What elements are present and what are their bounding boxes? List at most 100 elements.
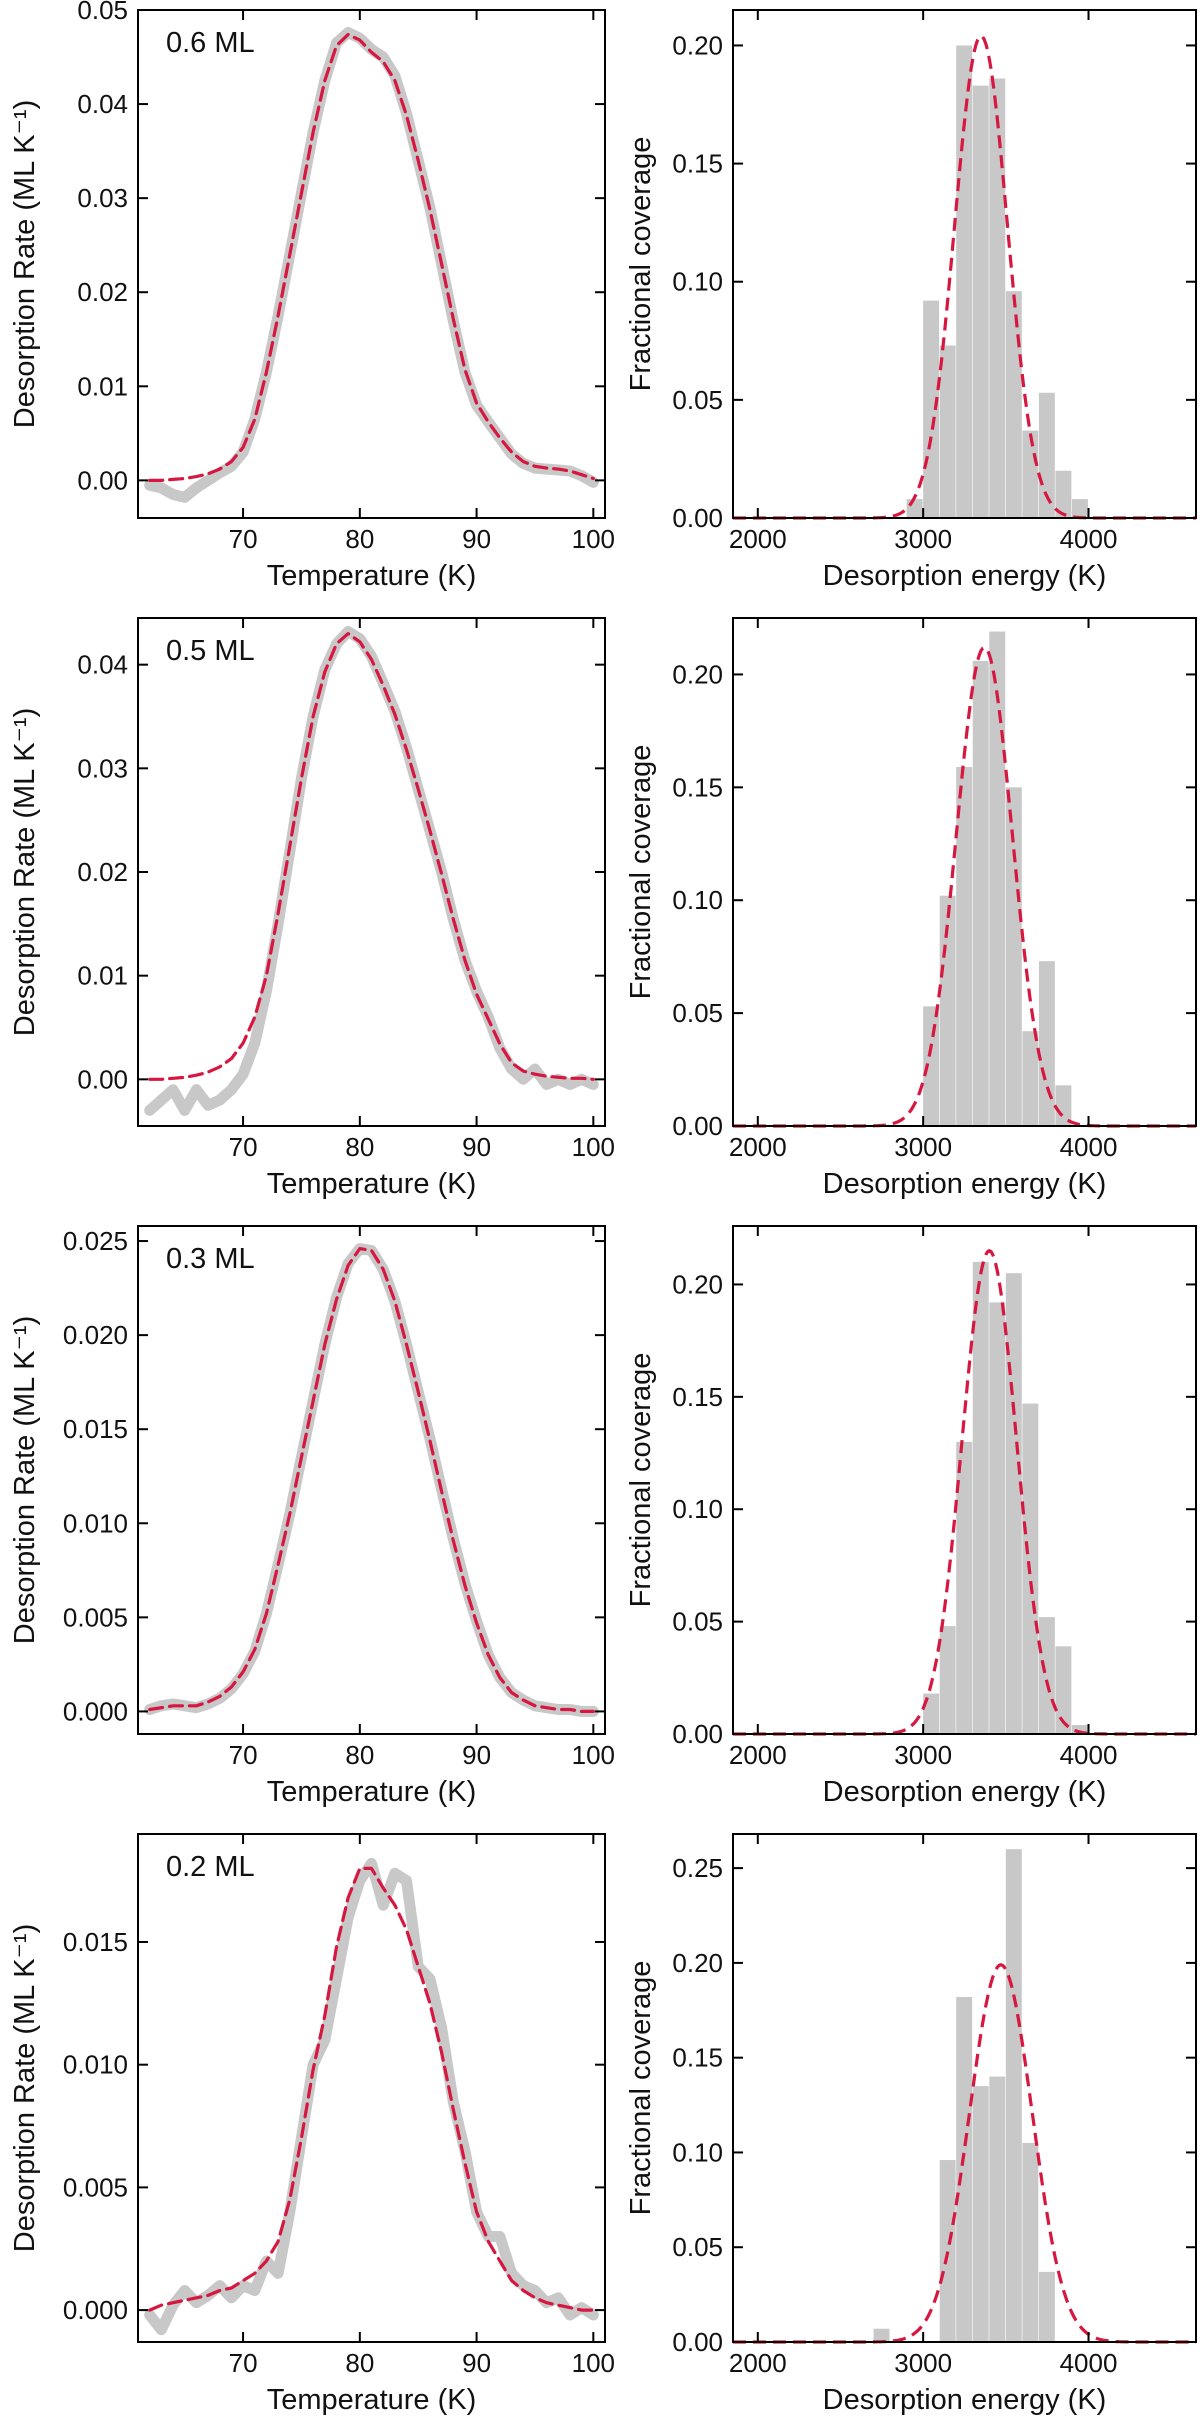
x-tick-label: 70 — [229, 1740, 258, 1770]
y-tick-label: 0.00 — [672, 1719, 723, 1749]
y-tick-label: 0.025 — [63, 1226, 128, 1256]
y-tick-label: 0.25 — [672, 1853, 723, 1883]
y-tick-label: 0.05 — [672, 385, 723, 415]
x-tick-label: 2000 — [729, 524, 787, 554]
y-tick-label: 0.015 — [63, 1414, 128, 1444]
x-tick-label: 3000 — [894, 524, 952, 554]
histogram-bar — [873, 2328, 890, 2342]
panel-8: 2000 3000 4000 0.00 0.05 0.10 0.15 0.20 0.25 Deso… — [625, 1833, 1197, 2416]
y-axis-title: Desorption Rate (ML K⁻¹) — [9, 1316, 41, 1645]
y-axis-title: Desorption Rate (ML K⁻¹) — [9, 1924, 41, 2253]
coverage-label: 0.5 ML — [166, 635, 255, 667]
histogram-bar — [989, 78, 1006, 518]
x-tick-label: 80 — [345, 524, 374, 554]
y-tick-label: 0.10 — [672, 885, 723, 915]
x-tick-label: 4000 — [1060, 1132, 1118, 1162]
histogram-bar — [956, 1441, 973, 1734]
panel-5: 70 80 90 100 0.000 0.005 0.010 0.015 0.020 0.025 T… — [9, 1225, 615, 1808]
histogram-bar — [1038, 392, 1055, 518]
y-axis-title: Fractional coverage — [625, 1961, 657, 2216]
y-tick-label: 0.05 — [672, 1607, 723, 1637]
histogram-bar — [972, 1261, 989, 1734]
x-tick-label: 3000 — [894, 2348, 952, 2378]
x-tick-label: 80 — [345, 1740, 374, 1770]
y-axis-title: Fractional coverage — [625, 745, 657, 1000]
x-tick-label: 90 — [462, 2348, 491, 2378]
histogram-bar — [1022, 2142, 1039, 2342]
y-tick-label: 0.00 — [672, 2327, 723, 2357]
y-tick-label: 0.00 — [672, 503, 723, 533]
histogram-bar — [923, 1693, 940, 1734]
x-axis-title: Temperature (K) — [267, 2384, 477, 2416]
y-tick-label: 0.03 — [77, 753, 128, 783]
panel-1: 70 80 90 100 0.00 0.01 0.02 0.03 0.04 0.05 Tempera… — [9, 0, 615, 592]
y-tick-label: 0.02 — [77, 857, 128, 887]
x-tick-label: 2000 — [729, 2348, 787, 2378]
x-tick-label: 90 — [462, 1740, 491, 1770]
y-tick-label: 0.15 — [672, 772, 723, 802]
x-tick-label: 100 — [572, 1740, 615, 1770]
panel-6: 2000 3000 4000 0.00 0.05 0.10 0.15 0.20 Desorpti… — [625, 1225, 1197, 1808]
x-tick-label: 70 — [229, 1132, 258, 1162]
plot-frame — [137, 1225, 606, 1735]
plot-frame — [137, 617, 606, 1127]
coverage-label: 0.2 ML — [166, 1851, 255, 1883]
histogram-bar — [989, 631, 1006, 1126]
histogram-bar — [1005, 1273, 1022, 1734]
fit-curve — [148, 632, 595, 1081]
y-tick-label: 0.10 — [672, 267, 723, 297]
y-tick-label: 0.20 — [672, 659, 723, 689]
x-tick-label: 2000 — [729, 1740, 787, 1770]
histogram-bar — [1005, 1849, 1022, 2342]
histogram-bar — [972, 85, 989, 518]
x-tick-label: 100 — [572, 2348, 615, 2378]
y-tick-label: 0.00 — [77, 1064, 128, 1094]
histogram-bar — [1055, 470, 1072, 518]
y-axis-title: Fractional coverage — [625, 137, 657, 392]
histogram-bar — [923, 1006, 940, 1126]
y-tick-label: 0.010 — [63, 2050, 128, 2080]
y-tick-label: 0.04 — [77, 650, 128, 680]
x-axis-title: Desorption energy (K) — [823, 560, 1107, 592]
y-tick-label: 0.10 — [672, 1494, 723, 1524]
y-tick-label: 0.05 — [77, 0, 128, 25]
x-tick-label: 90 — [462, 524, 491, 554]
y-axis-title: Desorption Rate (ML K⁻¹) — [9, 708, 41, 1037]
histogram-bar — [1071, 499, 1088, 518]
x-tick-label: 4000 — [1060, 2348, 1118, 2378]
y-tick-label: 0.015 — [63, 1927, 128, 1957]
panel-4: 2000 3000 4000 0.00 0.05 0.10 0.15 0.20 Desorpti… — [625, 617, 1197, 1200]
y-tick-label: 0.05 — [672, 998, 723, 1028]
x-tick-label: 70 — [229, 2348, 258, 2378]
y-axis-title: Desorption Rate (ML K⁻¹) — [9, 100, 41, 429]
plot-frame — [137, 1833, 606, 2343]
histogram-bar — [956, 45, 973, 518]
histogram-bar — [906, 499, 923, 518]
histogram-bar — [1005, 291, 1022, 518]
x-tick-label: 100 — [572, 524, 615, 554]
panel-3: 70 80 90 100 0.00 0.01 0.02 0.03 0.04 Temperature… — [9, 617, 615, 1200]
x-tick-label: 2000 — [729, 1132, 787, 1162]
y-tick-label: 0.020 — [63, 1320, 128, 1350]
fit-curve — [148, 32, 595, 482]
y-tick-label: 0.10 — [672, 2137, 723, 2167]
histogram-bar — [939, 2160, 956, 2342]
coverage-label: 0.6 ML — [166, 27, 255, 59]
y-tick-label: 0.15 — [672, 1382, 723, 1412]
histogram-bar — [1022, 1031, 1039, 1126]
histogram-bar — [1005, 787, 1022, 1126]
plot-frame — [732, 1833, 1197, 2343]
plot-frame — [732, 617, 1197, 1127]
x-tick-label: 70 — [229, 524, 258, 554]
histogram-bar — [956, 1997, 973, 2342]
y-tick-label: 0.010 — [63, 1508, 128, 1538]
x-tick-label: 80 — [345, 1132, 374, 1162]
x-axis-title: Temperature (K) — [267, 1776, 477, 1808]
y-tick-label: 0.01 — [77, 961, 128, 991]
x-tick-label: 90 — [462, 1132, 491, 1162]
histogram-bar — [972, 2086, 989, 2342]
y-tick-label: 0.005 — [63, 2172, 128, 2202]
y-tick-label: 0.20 — [672, 30, 723, 60]
x-tick-label: 3000 — [894, 1740, 952, 1770]
